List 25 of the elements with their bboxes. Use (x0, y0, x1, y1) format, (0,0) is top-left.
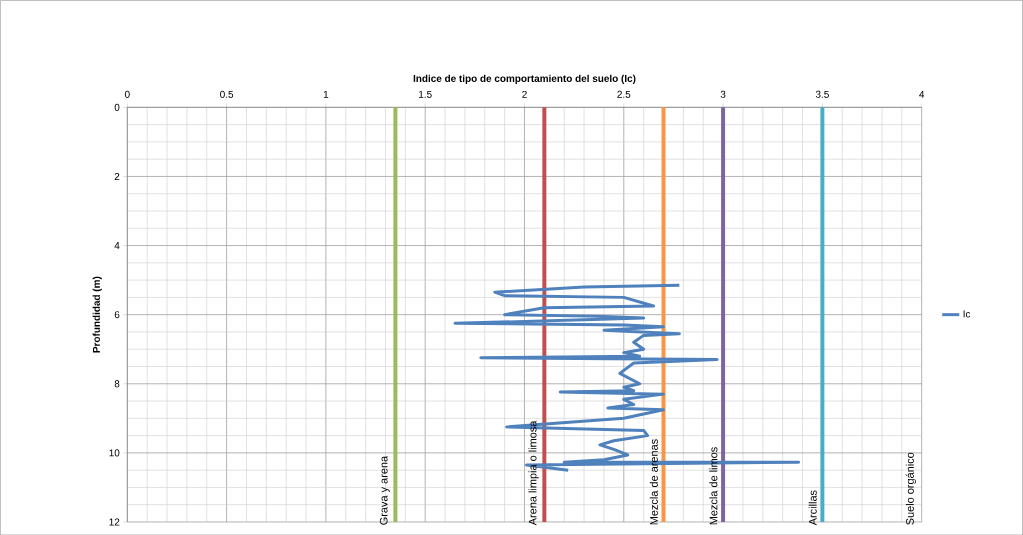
legend-label: Ic (963, 310, 971, 318)
y-tick-label: 10 (109, 449, 120, 457)
annotation: Suelo orgánico (905, 452, 916, 525)
x-tick-label: 3.5 (815, 90, 829, 98)
y-tick-label: 2 (114, 172, 120, 180)
x-tick-label: 2 (522, 90, 527, 98)
y-tick-label: 4 (114, 241, 120, 249)
x-tick-label: 0.5 (220, 90, 234, 98)
x-tick-label: 3 (720, 90, 726, 98)
x-axis-title: Indice de tipo de comportamiento del suelo (Ic) (413, 74, 636, 84)
annotation: Grava y arena (379, 455, 390, 525)
y-tick-label: 6 (114, 310, 120, 318)
x-tick-label: 1 (323, 90, 329, 98)
y-tick-label: 0 (114, 103, 120, 111)
annotation: Arena limpia o limosa (528, 420, 539, 526)
annotation: Mezcla de arenas (649, 439, 658, 525)
annotation: Arcillas (808, 490, 817, 526)
x-tick-label: 1.5 (419, 90, 432, 98)
y-axis-title: Profundidad (m) (92, 276, 102, 353)
x-tick-label: 2.5 (617, 90, 631, 98)
x-tick-label: 0 (124, 90, 130, 98)
x-tick-label: 4 (919, 90, 925, 98)
y-tick-label: 8 (114, 380, 120, 388)
y-tick-label: 12 (109, 518, 120, 526)
annotation: Mezcla de limos (709, 447, 718, 525)
